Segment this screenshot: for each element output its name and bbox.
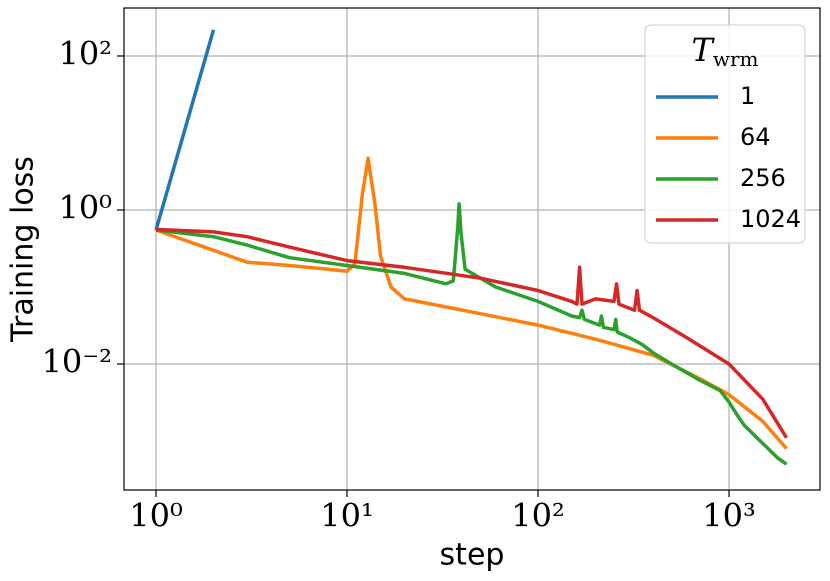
- series-line: [155, 227, 788, 439]
- y-tick-label: 10⁰: [58, 188, 112, 226]
- legend-label: 1: [740, 82, 755, 110]
- x-tick-label: 10⁰: [129, 497, 183, 535]
- plot-frame: [123, 7, 821, 491]
- legend-title-subscript: wrm: [713, 47, 759, 71]
- x-tick-label: 10¹: [320, 497, 374, 535]
- legend-title-symbol: T: [692, 31, 716, 69]
- legend-label: 64: [740, 123, 771, 151]
- legend: Twrm 1 64 256 1024: [644, 24, 806, 244]
- x-axis-label: step: [440, 538, 505, 573]
- legend-label: 256: [740, 164, 786, 192]
- y-tick-label: 10⁻²: [42, 342, 112, 380]
- series-line: [154, 29, 216, 231]
- x-tick-label: 10³: [702, 497, 756, 535]
- legend-title: Twrm: [692, 31, 759, 71]
- series-line: [155, 202, 788, 466]
- legend-box: [644, 24, 806, 244]
- y-tick-label: 10²: [58, 34, 112, 72]
- x-tick-label: 10²: [511, 497, 565, 535]
- y-axis-label: Training loss: [6, 156, 41, 343]
- legend-label: 1024: [740, 205, 801, 233]
